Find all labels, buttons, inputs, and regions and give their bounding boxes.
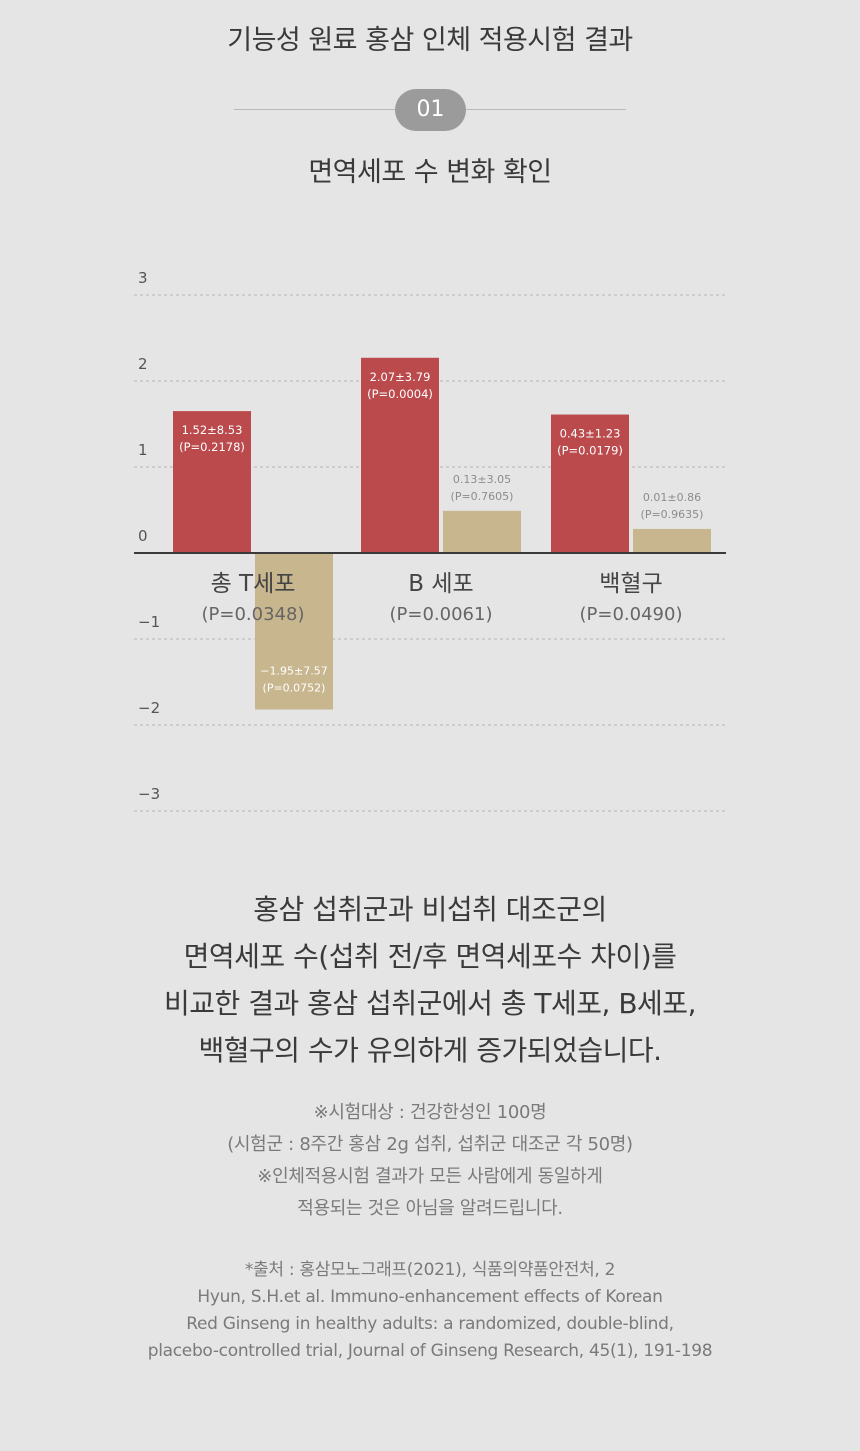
category-label: 백혈구 <box>599 571 662 597</box>
section-number-badge: 01 <box>395 89 466 131</box>
y-tick-label: −3 <box>138 785 160 803</box>
source-line: placebo-controlled trial, Journal of Gin… <box>147 1341 713 1361</box>
bar <box>361 357 439 553</box>
y-tick-label: 0 <box>138 527 148 545</box>
bar-value-label: −1.95±7.57 <box>260 665 327 678</box>
source-line: Hyun, S.H.et al. Immuno-enhancement effe… <box>197 1287 663 1307</box>
result-summary: 홍삼 섭취군과 비섭취 대조군의 면역세포 수(섭취 전/후 면역세포수 차이)… <box>0 886 860 1074</box>
bar-value-label: 0.13±3.05 <box>453 473 511 486</box>
bar-pvalue-label: (P=0.2178) <box>179 440 245 454</box>
study-notes: ※시험대상 : 건강한성인 100명 (시험군 : 8주간 홍삼 2g 섭취, … <box>0 1097 860 1225</box>
y-tick-label: −2 <box>138 699 160 717</box>
note-line: ※시험대상 : 건강한성인 100명 <box>313 1102 547 1123</box>
bar-value-label: 0.43±1.23 <box>560 427 621 441</box>
bar-value-label: 1.52±8.53 <box>182 423 243 437</box>
y-tick-label: −1 <box>138 613 160 631</box>
summary-line: 면역세포 수(섭취 전/후 면역세포수 차이)를 <box>183 940 677 973</box>
y-tick-label: 3 <box>138 269 148 287</box>
bar <box>633 528 711 553</box>
bar <box>443 510 521 553</box>
bar-pvalue-label: (P=0.7605) <box>451 490 514 503</box>
bar-value-label: 2.07±3.79 <box>370 370 431 384</box>
bar <box>551 414 629 553</box>
category-pvalue: (P=0.0348) <box>202 604 305 625</box>
page-title: 기능성 원료 홍삼 인체 적용시험 결과 <box>227 25 633 56</box>
source-line: *출처 : 홍삼모노그래프(2021), 식품의약품안전처, 2 <box>244 1260 616 1280</box>
bar-pvalue-label: (P=0.9635) <box>641 508 704 521</box>
summary-line: 백혈구의 수가 유의하게 증가되었습니다. <box>198 1034 662 1067</box>
y-tick-label: 2 <box>138 355 148 373</box>
source-citation: *출처 : 홍삼모노그래프(2021), 식품의약품안전처, 2 Hyun, S… <box>0 1257 860 1365</box>
bar <box>173 411 251 553</box>
note-line: ※인체적용시험 결과가 모든 사람에게 동일하게 <box>257 1166 603 1187</box>
summary-line: 비교한 결과 홍삼 섭취군에서 총 T세포, B세포, <box>164 987 696 1020</box>
divider-left <box>234 109 395 110</box>
category-label: 총 T세포 <box>211 571 296 597</box>
source-line: Red Ginseng in healthy adults: a randomi… <box>186 1314 674 1334</box>
note-line: 적용되는 것은 아님을 알려드립니다. <box>297 1198 563 1219</box>
bar-value-label: 0.01±0.86 <box>643 491 701 504</box>
bar-pvalue-label: (P=0.0004) <box>367 387 433 401</box>
immune-cell-bar-chart: 3 2 1 0 −1 −2 −3 1.52±8.53 (P=0.2178) −1.95±7.57 (… <box>134 269 726 812</box>
category-pvalue: (P=0.0490) <box>580 604 683 625</box>
category-pvalue: (P=0.0061) <box>390 604 493 625</box>
bar-pvalue-label: (P=0.0752) <box>263 682 326 695</box>
note-line: (시험군 : 8주간 홍삼 2g 섭취, 섭취군 대조군 각 50명) <box>227 1134 633 1155</box>
bar <box>255 553 333 710</box>
summary-line: 홍삼 섭취군과 비섭취 대조군의 <box>253 893 607 926</box>
y-tick-label: 1 <box>138 441 148 459</box>
category-label: B 세포 <box>408 571 473 597</box>
divider-right <box>466 109 626 110</box>
section-subtitle: 면역세포 수 변화 확인 <box>308 157 552 188</box>
bar-pvalue-label: (P=0.0179) <box>557 444 623 458</box>
